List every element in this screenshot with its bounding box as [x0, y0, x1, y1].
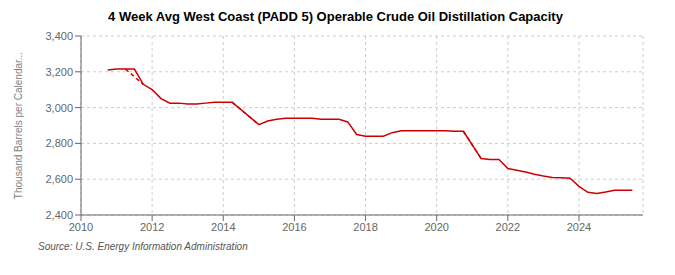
- svg-text:2012: 2012: [140, 221, 164, 233]
- svg-text:3,400: 3,400: [45, 30, 73, 42]
- html-text:Source: U.S. Energy Informatio: Source: U.S. Energy Information Administ…: [38, 241, 248, 252]
- svg-text:2022: 2022: [496, 221, 520, 233]
- svg-text:2018: 2018: [353, 221, 377, 233]
- svg-text:2,600: 2,600: [45, 173, 73, 185]
- svg-text:2024: 2024: [567, 221, 591, 233]
- svg-text:2010: 2010: [69, 221, 93, 233]
- svg-text:2020: 2020: [424, 221, 448, 233]
- html-text:4 Week Avg West Coast (PADD 5): 4 Week Avg West Coast (PADD 5) Operable …: [108, 9, 563, 24]
- svg-text:2,800: 2,800: [45, 137, 73, 149]
- svg-text:2,400: 2,400: [45, 209, 73, 221]
- svg-text:Thousand Barrels per Calendar.: Thousand Barrels per Calendar...: [13, 52, 24, 199]
- svg-text:2016: 2016: [282, 221, 306, 233]
- svg-text:2014: 2014: [211, 221, 235, 233]
- svg-text:3,200: 3,200: [45, 66, 73, 78]
- svg-text:3,000: 3,000: [45, 102, 73, 114]
